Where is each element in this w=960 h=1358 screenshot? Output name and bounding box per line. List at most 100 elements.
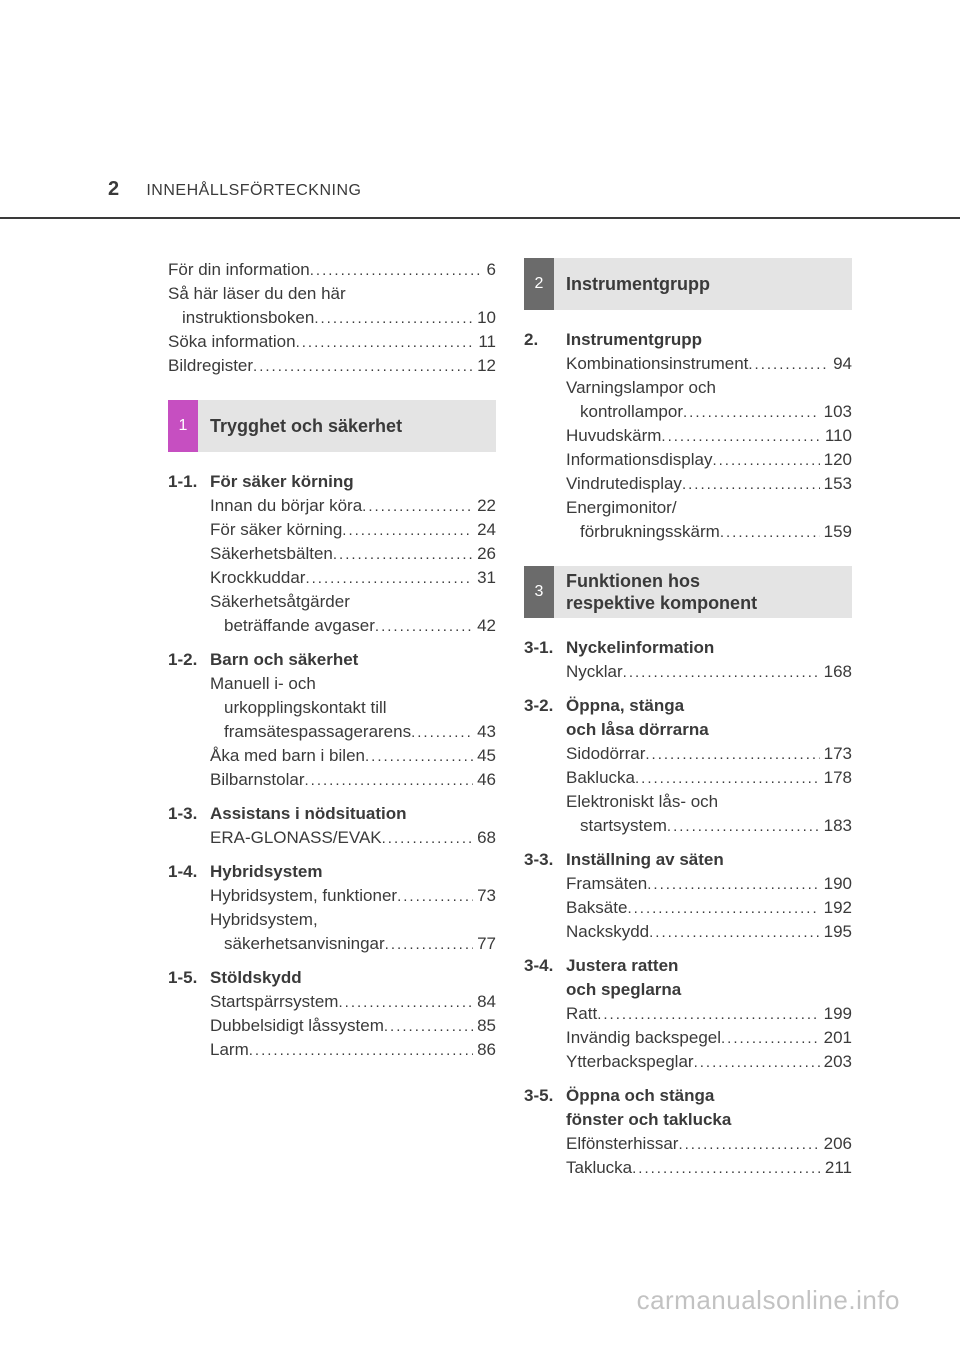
- toc-label: Nackskydd: [566, 920, 649, 944]
- subsection-number: 1-4.: [168, 860, 210, 884]
- watermark: carmanualsonline.info: [637, 1285, 900, 1316]
- intro-label-cont: instruktionsboken: [182, 306, 314, 330]
- toc-page: 206: [820, 1132, 852, 1156]
- toc-item: Larm 86: [210, 1038, 496, 1062]
- toc-page: 94: [829, 352, 852, 376]
- toc-label-cont: beträffande avgaser: [224, 614, 375, 638]
- toc-item: Elektroniskt lås- och startsystem 183: [566, 790, 852, 838]
- subsection-head: 3-5. Öppna och stänga fönster och takluc…: [524, 1084, 852, 1132]
- columns: För din information 6 Så här läser du de…: [168, 258, 852, 1190]
- subsection-head: 1-2. Barn och säkerhet: [168, 648, 496, 672]
- toc-label: Huvudskärm: [566, 424, 661, 448]
- dot-leaders: [385, 933, 473, 957]
- toc-page: 42: [473, 614, 496, 638]
- section-title: Funktionen hos respektive komponent: [554, 566, 757, 618]
- dot-leaders: [338, 991, 473, 1015]
- toc-item: Invändig backspegel 201: [566, 1026, 852, 1050]
- toc-label: Säkerhetsåtgärder: [210, 590, 496, 614]
- toc-page: 73: [473, 884, 496, 908]
- toc-page: 46: [473, 768, 496, 792]
- toc-label: Kombinationsinstrument: [566, 352, 748, 376]
- toc-item: Energimonitor/ förbrukningsskärm 159: [566, 496, 852, 544]
- toc-page: 199: [820, 1002, 852, 1026]
- toc-label: Nycklar: [566, 660, 623, 684]
- dot-leaders: [365, 745, 473, 769]
- subsection-title-line1: Öppna och stänga: [566, 1084, 852, 1108]
- dot-leaders: [721, 1027, 820, 1051]
- dot-leaders: [305, 769, 474, 793]
- toc-page: 201: [820, 1026, 852, 1050]
- toc-label: Baklucka: [566, 766, 635, 790]
- page: 2 INNEHÅLLSFÖRTECKNING För din informati…: [0, 0, 960, 1358]
- subsection-head: 2. Instrumentgrupp: [524, 328, 852, 352]
- toc-label-cont: säkerhetsanvisningar: [224, 932, 385, 956]
- toc-label: Vindrutedisplay: [566, 472, 682, 496]
- toc-item: Bilbarnstolar 46: [210, 768, 496, 792]
- toc-label: Hybridsystem, funktioner: [210, 884, 397, 908]
- intro-item: Söka information 11: [168, 330, 496, 354]
- subsection-number: 3-3.: [524, 848, 566, 872]
- section-title: Instrumentgrupp: [554, 258, 710, 310]
- subsection-title: Instrumentgrupp: [566, 328, 852, 352]
- intro-label: Så här läser du den här: [168, 282, 496, 306]
- toc-page: 159: [820, 520, 852, 544]
- toc-label: Informationsdisplay: [566, 448, 712, 472]
- subsection-title: Inställning av säten: [566, 848, 852, 872]
- toc-page: 84: [473, 990, 496, 1014]
- dot-leaders: [296, 331, 475, 355]
- toc-page: 24: [473, 518, 496, 542]
- toc-label-cont: startsystem: [580, 814, 667, 838]
- toc-label: Säkerhetsbälten: [210, 542, 333, 566]
- toc-item: Varningslampor och kontrollampor 103: [566, 376, 852, 424]
- left-column: För din information 6 Så här läser du de…: [168, 258, 496, 1190]
- section-number: 2: [524, 258, 554, 310]
- toc-item: Elfönsterhissar 206: [566, 1132, 852, 1156]
- toc-item: Framsäten 190: [566, 872, 852, 896]
- dot-leaders: [712, 449, 819, 473]
- toc-item: Ytterbackspeglar 203: [566, 1050, 852, 1074]
- dot-leaders: [310, 259, 481, 283]
- toc-label-cont: framsätespassagerarens: [224, 720, 411, 744]
- dot-leaders: [682, 473, 820, 497]
- toc-item: Innan du börjar köra 22: [210, 494, 496, 518]
- intro-label: Bildregister: [168, 354, 253, 378]
- subsection-title: För säker körning: [210, 470, 496, 494]
- subsection-title: Nyckelinformation: [566, 636, 852, 660]
- subsection-title: Öppna och stänga fönster och taklucka: [566, 1084, 852, 1132]
- section-title: Trygghet och säkerhet: [198, 400, 402, 452]
- toc-page: 31: [473, 566, 496, 590]
- toc-label-cont: förbrukningsskärm: [580, 520, 720, 544]
- dot-leaders: [720, 521, 820, 545]
- subsection-number: 1-1.: [168, 470, 210, 494]
- toc-label: Krockkuddar: [210, 566, 305, 590]
- header-label: INNEHÅLLSFÖRTECKNING: [146, 182, 361, 200]
- dot-leaders: [694, 1051, 820, 1075]
- dot-leaders: [384, 1015, 473, 1039]
- subsection-title: Barn och säkerhet: [210, 648, 496, 672]
- toc-item: Krockkuddar 31: [210, 566, 496, 590]
- toc-item: Vindrutedisplay 153: [566, 472, 852, 496]
- toc-label: Dubbelsidigt låssystem: [210, 1014, 384, 1038]
- subsection-head: 3-1. Nyckelinformation: [524, 636, 852, 660]
- section-title-line2: respektive komponent: [566, 592, 757, 614]
- toc-label: Sidodörrar: [566, 742, 645, 766]
- toc-item: Startspärrsystem 84: [210, 990, 496, 1014]
- toc-page: 211: [821, 1156, 852, 1180]
- toc-label: Ratt: [566, 1002, 597, 1026]
- toc-label: Varningslampor och: [566, 376, 852, 400]
- toc-label: Innan du börjar köra: [210, 494, 362, 518]
- toc-label: ERA-GLONASS/EVAK: [210, 826, 382, 850]
- intro-list: För din information 6 Så här läser du de…: [168, 258, 496, 378]
- toc-page: 86: [473, 1038, 496, 1062]
- dot-leaders: [249, 1039, 473, 1063]
- subsection: 2. Instrumentgrupp Kombinationsinstrumen…: [524, 328, 852, 544]
- section-number: 1: [168, 400, 198, 452]
- toc-page: 190: [820, 872, 852, 896]
- dot-leaders: [397, 885, 473, 909]
- toc-page: 120: [820, 448, 852, 472]
- toc-page: 168: [820, 660, 852, 684]
- toc-label-cont: urkopplingskontakt till: [210, 696, 496, 720]
- toc-label: Elektroniskt lås- och: [566, 790, 852, 814]
- toc-item: Baklucka 178: [566, 766, 852, 790]
- toc-page: 183: [820, 814, 852, 838]
